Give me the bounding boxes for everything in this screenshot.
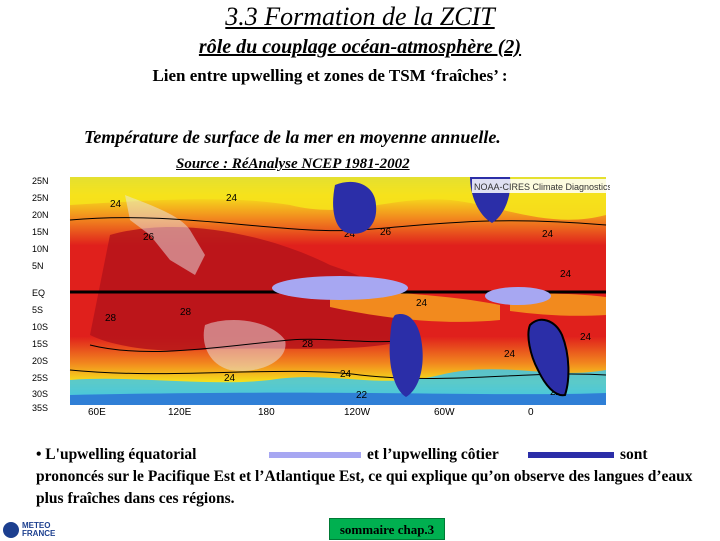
logo-line2: FRANCE bbox=[22, 529, 56, 538]
lon-label: 60E bbox=[88, 407, 106, 415]
slide-subtitle: rôle du couplage océan-atmosphère (2) bbox=[198, 36, 522, 58]
lat-labels: 25N 25N 20N 15N 10N 5N EQ 5S 10S 15S 20S… bbox=[32, 176, 49, 413]
contour-label: 24 bbox=[340, 369, 352, 380]
lon-label: 180 bbox=[258, 407, 275, 415]
coastal-upwelling-humboldt bbox=[389, 314, 423, 397]
lon-label: 0 bbox=[528, 407, 534, 415]
logo-line1: METEO bbox=[22, 521, 51, 530]
summary-button[interactable]: sommaire chap.3 bbox=[329, 518, 445, 540]
contour-label: 24 bbox=[226, 193, 238, 204]
contour-label: 22 bbox=[356, 390, 368, 401]
lat-label: 30S bbox=[32, 389, 48, 399]
slide-title: 3.3 Formation de la ZCIT bbox=[225, 2, 495, 31]
map-title: Température de surface de la mer en moye… bbox=[84, 127, 501, 147]
contour-label: 24 bbox=[560, 269, 572, 280]
contour-label: 26 bbox=[143, 232, 155, 243]
lat-label: 10N bbox=[32, 244, 49, 254]
map-watermark: NOAA-CIRES Climate Diagnostics Center bbox=[474, 182, 610, 192]
lat-label: 5S bbox=[32, 305, 43, 315]
sst-map: 25N 25N 20N 15N 10N 5N EQ 5S 10S 15S 20S… bbox=[30, 175, 610, 415]
caption-part2: et l’upwelling côtier bbox=[367, 446, 499, 463]
lat-label: 15N bbox=[32, 227, 49, 237]
lon-label: 60W bbox=[434, 407, 455, 415]
contour-label: 24 bbox=[542, 229, 554, 240]
map-source: Source : RéAnalyse NCEP 1981-2002 bbox=[176, 156, 410, 172]
lat-label: 25S bbox=[32, 373, 48, 383]
equatorial-upwelling-pacific bbox=[272, 276, 408, 300]
lat-label: 25N bbox=[32, 176, 49, 186]
meteo-france-logo: METEO FRANCE bbox=[0, 522, 68, 540]
land-asia bbox=[125, 195, 205, 275]
contour-label: 24 bbox=[224, 373, 236, 384]
contour-label: 28 bbox=[302, 339, 314, 350]
contour-label: 28 bbox=[180, 307, 192, 318]
lon-labels: 60E 120E 180 120W 60W 0 bbox=[88, 407, 534, 415]
lat-label: EQ bbox=[32, 288, 45, 298]
contour-label: 24 bbox=[344, 229, 356, 240]
lead-text: Lien entre upwelling et zones de TSM ‘fr… bbox=[152, 66, 508, 85]
lat-label: 10S bbox=[32, 322, 48, 332]
lat-label: 5N bbox=[32, 261, 44, 271]
logo-icon bbox=[3, 522, 19, 538]
caption-part3: sont bbox=[620, 446, 648, 463]
lat-label: 20S bbox=[32, 356, 48, 366]
lat-label: 15S bbox=[32, 339, 48, 349]
contour-labels: 24 24 24 26 26 24 24 28 28 28 28 24 24 2… bbox=[105, 193, 592, 401]
contour-label: 24 bbox=[504, 349, 516, 360]
equatorial-upwelling-atlantic bbox=[485, 287, 551, 305]
contour-label: 26 bbox=[380, 227, 392, 238]
land-australia bbox=[203, 320, 286, 371]
lon-label: 120E bbox=[168, 407, 192, 415]
lon-label: 120W bbox=[344, 407, 371, 415]
contour-label: 24 bbox=[416, 298, 428, 309]
equatorial-upwelling-swatch bbox=[269, 452, 361, 458]
lat-label: 25N bbox=[32, 193, 49, 203]
south-cold-edge bbox=[70, 392, 606, 405]
caption: • L'upwelling équatorial et l’upwelling … bbox=[36, 444, 696, 510]
lat-label: 35S bbox=[32, 403, 48, 413]
contour-label: 24 bbox=[110, 199, 122, 210]
contour-label: 24 bbox=[580, 332, 592, 343]
contour-label: 28 bbox=[105, 313, 117, 324]
caption-part1: • L'upwelling équatorial bbox=[36, 446, 197, 463]
lat-label: 20N bbox=[32, 210, 49, 220]
caption-rest: prononcés sur le Pacifique Est et l’Atla… bbox=[36, 468, 693, 507]
coastal-upwelling-benguela bbox=[527, 318, 570, 397]
coastal-upwelling-california bbox=[333, 181, 377, 234]
coastal-upwelling-swatch bbox=[528, 452, 614, 458]
